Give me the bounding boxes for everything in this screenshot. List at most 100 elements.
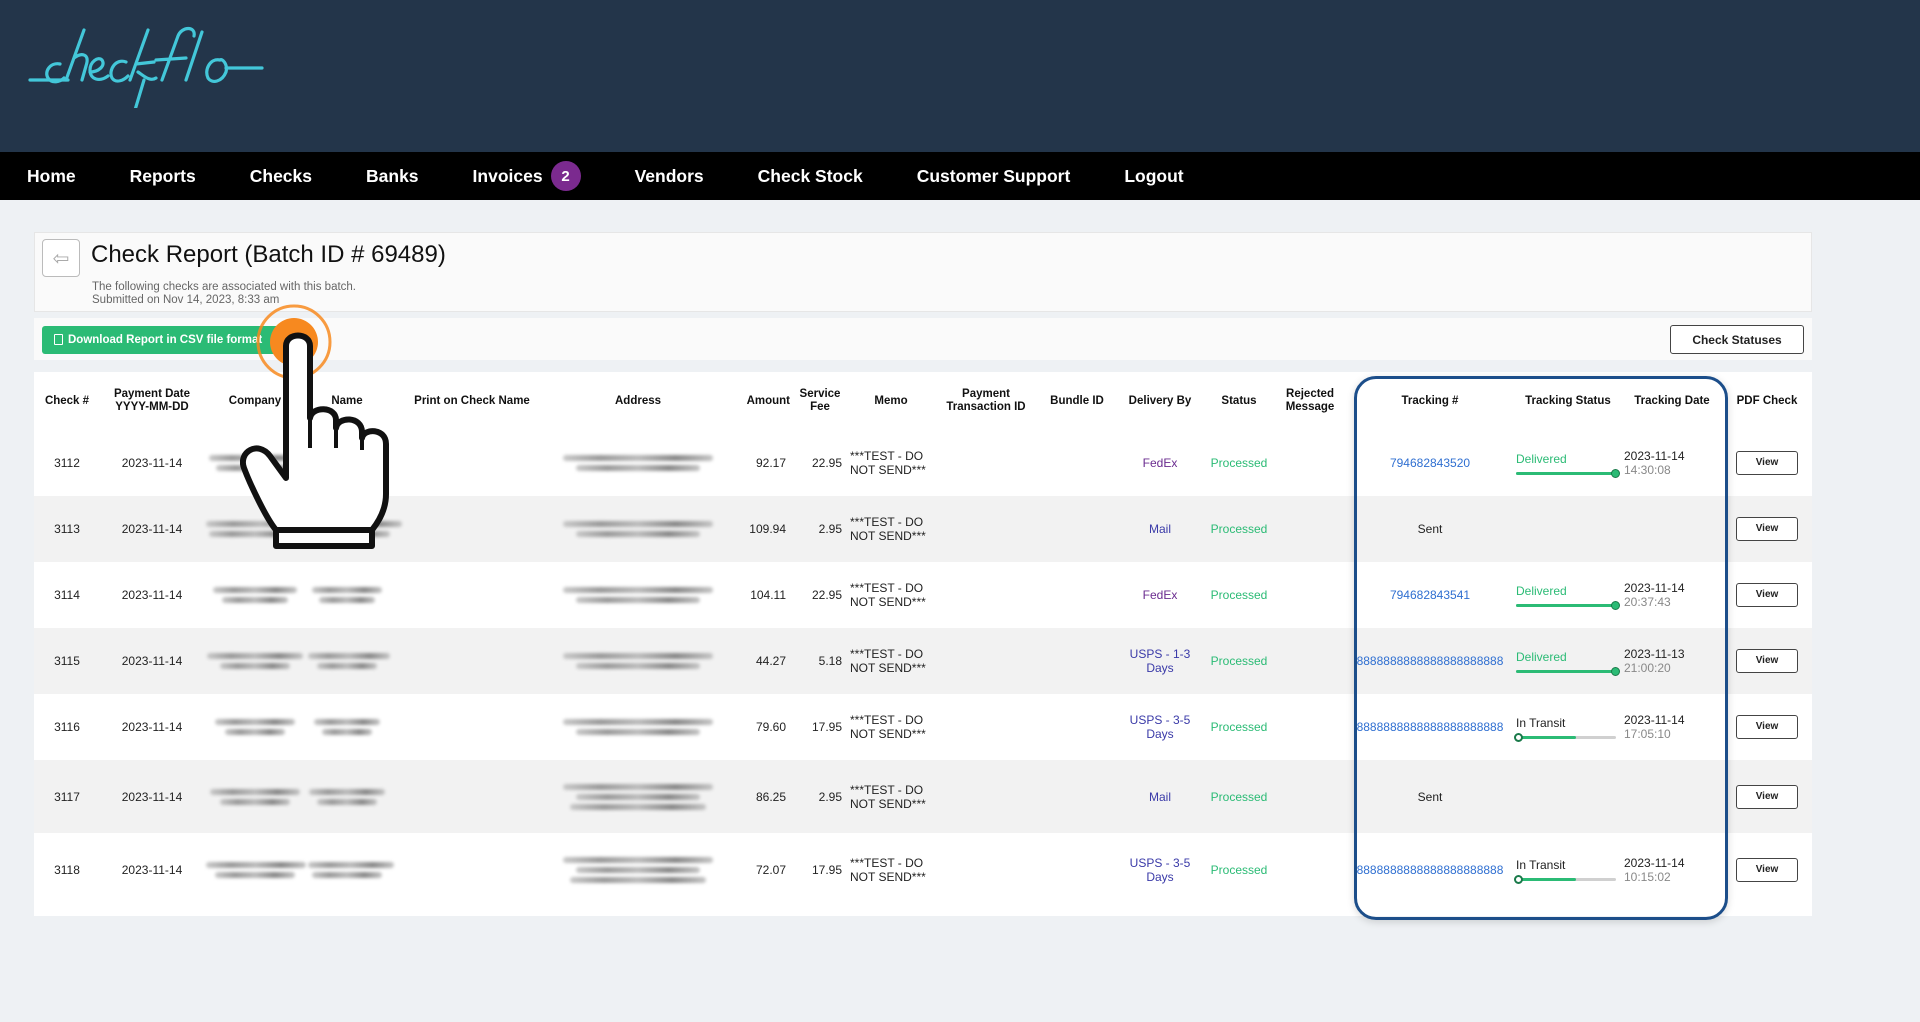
- tracking-progress-dot: [1611, 666, 1620, 676]
- col-company[interactable]: Company: [228, 394, 282, 407]
- cell-pdf-check: View: [1722, 760, 1812, 833]
- col-print-name[interactable]: Print on Check Name: [414, 394, 530, 407]
- col-payment-transaction[interactable]: Payment Transaction ID: [934, 372, 1038, 430]
- col-status[interactable]: Status: [1221, 394, 1257, 407]
- check-statuses-button[interactable]: Check Statuses: [1670, 325, 1804, 354]
- cell-address-redacted: [556, 628, 720, 694]
- cell-print-name: [388, 833, 556, 906]
- nav-home-label: Home: [27, 165, 76, 186]
- nav-banks[interactable]: Banks: [366, 166, 419, 187]
- cell-tracking: Sent: [1346, 496, 1514, 562]
- col-service-fee[interactable]: Service Fee: [792, 372, 848, 430]
- col-payment-label: Payment: [962, 388, 1010, 400]
- nav-customer-support-label: Customer Support: [916, 165, 1071, 186]
- cell-tracking-status: In Transit: [1514, 833, 1622, 906]
- cell-tracking-date: 2023-11-14 10:15:02: [1622, 833, 1722, 906]
- col-amount[interactable]: Amount: [746, 394, 790, 407]
- view-pdf-button[interactable]: View: [1736, 784, 1798, 809]
- delivery-line2: Days: [1146, 661, 1174, 675]
- cell-delivery-by: FedEx: [1116, 430, 1204, 496]
- download-csv-label: Download Report in CSV file format: [68, 334, 263, 346]
- redacted-text: [563, 521, 713, 527]
- redacted-text: [308, 653, 390, 659]
- tracking-time: 14:30:08: [1624, 463, 1671, 477]
- arrow-left-icon: ⇦: [52, 247, 70, 270]
- tracking-time: 20:37:43: [1624, 595, 1671, 609]
- nav-check-stock[interactable]: Check Stock: [758, 166, 863, 187]
- col-bundle-id[interactable]: Bundle ID: [1050, 394, 1104, 407]
- view-pdf-button[interactable]: View: [1736, 649, 1798, 673]
- cell-name-redacted: [306, 694, 388, 760]
- cell-tracking-date: 2023-11-14 17:05:10: [1622, 694, 1722, 760]
- nav-invoices[interactable]: Invoices 2: [473, 161, 581, 191]
- view-pdf-button[interactable]: View: [1736, 583, 1798, 607]
- cell-service-fee: 17.95: [811, 862, 842, 877]
- cell-print-name: [388, 760, 556, 833]
- view-pdf-button[interactable]: View: [1736, 857, 1798, 882]
- col-check[interactable]: Check #: [44, 394, 90, 407]
- download-csv-button[interactable]: Download Report in CSV file format: [42, 326, 312, 354]
- nav-home[interactable]: Home: [27, 166, 76, 187]
- tracking-number-link[interactable]: 794682843520: [1389, 456, 1471, 470]
- cell-service-fee: 22.95: [811, 588, 842, 602]
- col-rejected-message[interactable]: Rejected Message: [1274, 372, 1346, 430]
- memo-line2: NOT SEND***: [850, 661, 926, 675]
- cell-status: Processed: [1204, 760, 1274, 833]
- nav-vendors[interactable]: Vendors: [635, 166, 704, 187]
- tracking-number-link[interactable]: 794682843541: [1389, 588, 1471, 602]
- cell-payment-transaction: [934, 496, 1038, 562]
- cell-memo: ***TEST - DO NOT SEND***: [848, 562, 934, 628]
- memo-line2: NOT SEND***: [850, 463, 926, 477]
- nav-customer-support[interactable]: Customer Support: [917, 166, 1071, 187]
- redacted-text: [222, 597, 288, 603]
- cell-payment-transaction: [934, 760, 1038, 833]
- tracking-number-link[interactable]: 8888888888888888888888: [1356, 862, 1504, 877]
- col-tracking-status[interactable]: Tracking Status: [1525, 394, 1611, 407]
- tracking-number-link[interactable]: 8888888888888888888888: [1356, 720, 1504, 734]
- view-pdf-button[interactable]: View: [1736, 715, 1798, 739]
- cell-memo: ***TEST - DO NOT SEND***: [848, 628, 934, 694]
- cell-check-number: 3112: [54, 456, 80, 470]
- redacted-text: [209, 531, 301, 537]
- cell-bundle-id: [1038, 430, 1116, 496]
- col-memo[interactable]: Memo: [874, 394, 908, 407]
- view-pdf-button[interactable]: View: [1736, 451, 1798, 475]
- nav-reports[interactable]: Reports: [130, 166, 196, 187]
- cell-payment-transaction: [934, 562, 1038, 628]
- redacted-text: [563, 455, 713, 461]
- tracking-progress-fill: [1516, 603, 1616, 607]
- delivery-line1: USPS - 1-3: [1129, 647, 1191, 661]
- delivery-line1: FedEx: [1142, 456, 1178, 470]
- col-payment-date[interactable]: Payment Date YYYY-MM-DD: [100, 372, 204, 430]
- memo-line1: ***TEST - DO: [850, 855, 924, 870]
- redacted-text: [563, 653, 713, 659]
- report-toolbar: Download Report in CSV file format Check…: [34, 318, 1812, 360]
- back-button[interactable]: ⇦: [42, 239, 80, 277]
- col-tracking[interactable]: Tracking #: [1401, 394, 1459, 407]
- cell-print-name: [388, 694, 556, 760]
- col-name[interactable]: Name: [331, 394, 363, 407]
- tracking-progress-fill: [1516, 878, 1576, 881]
- redacted-text: [209, 455, 301, 461]
- tracking-status-label: Delivered: [1516, 583, 1567, 598]
- col-address[interactable]: Address: [614, 394, 662, 407]
- report-header-card: ⇦ Check Report (Batch ID # 69489) The fo…: [34, 232, 1812, 312]
- cell-status: Processed: [1210, 720, 1268, 734]
- tracking-number-link[interactable]: 8888888888888888888888: [1346, 628, 1514, 694]
- cell-tracking-date: 2023-11-14 20:37:43: [1622, 562, 1722, 628]
- redacted-text: [576, 663, 700, 669]
- cell-check-number: 3113: [34, 496, 100, 562]
- table-row: 3113 2023-11-14 109.94 2.95 ***TEST - DO NOT …: [34, 496, 1812, 562]
- nav-checks[interactable]: Checks: [250, 166, 312, 187]
- col-message-label: Message: [1285, 401, 1335, 413]
- cell-payment-date: 2023-11-14: [100, 628, 204, 694]
- cell-tracking-date: 2023-11-13 21:00:20: [1622, 628, 1722, 694]
- delivery-line2: Days: [1146, 727, 1174, 741]
- col-tracking-date[interactable]: Tracking Date: [1634, 394, 1710, 407]
- cell-amount: 104.11: [750, 588, 786, 602]
- view-pdf-button[interactable]: View: [1736, 517, 1798, 541]
- col-delivery-by[interactable]: Delivery By: [1128, 394, 1192, 407]
- col-pdf-check[interactable]: PDF Check: [1736, 394, 1798, 407]
- cell-amount: 92.17: [755, 456, 786, 470]
- nav-logout[interactable]: Logout: [1124, 166, 1183, 187]
